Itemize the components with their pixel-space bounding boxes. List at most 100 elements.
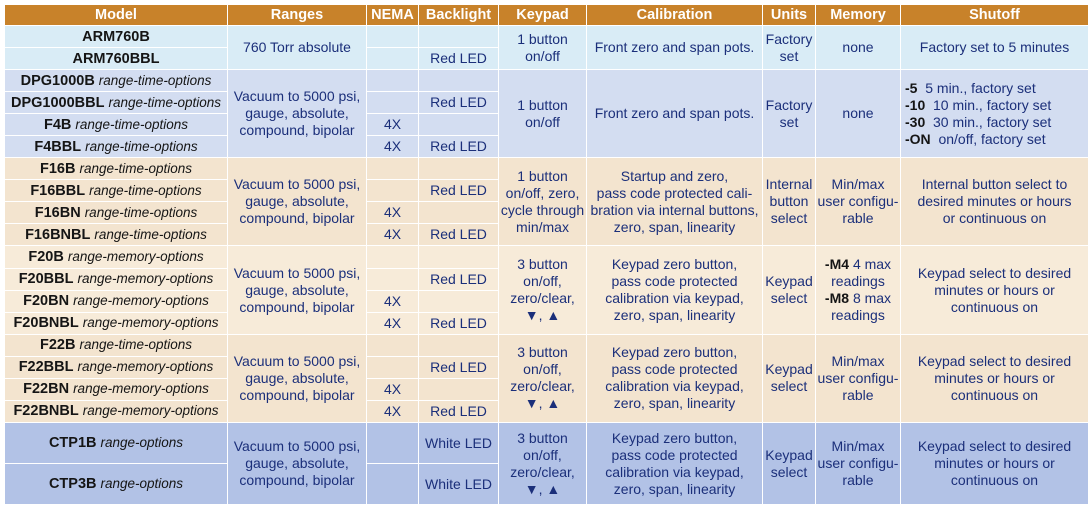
table-row: F22BBL range-memory-options Red LED: [4, 355, 1089, 379]
units-cell: Keypad select: [762, 422, 816, 505]
ranges-cell: Vacuum to 5000 psi, gauge, absolute, compo…: [227, 333, 367, 424]
calibration-cell: Front zero and span pots.: [586, 24, 763, 71]
table-row: CTP3B range-options White LED: [4, 463, 1089, 505]
keypad-cell: 3 button on/off, zero/clear, ▼, ▲: [498, 333, 587, 424]
header-model: Model: [4, 4, 228, 26]
nema-cell: [366, 24, 419, 49]
memory-cell: -M4 4 max readings -M8 8 max readings: [815, 245, 901, 335]
backlight-cell: Red LED: [418, 311, 499, 335]
shutoff-cell: Internal button select to desired minutes…: [900, 157, 1089, 247]
memory-cell: Min/max user configu-rable: [815, 422, 901, 505]
nema-cell: [366, 267, 419, 291]
keypad-cell: 1 button on/off: [498, 24, 587, 71]
ranges-cell: Vacuum to 5000 psi, gauge, absolute, compo…: [227, 157, 367, 247]
nema-cell: [366, 69, 419, 93]
nema-cell: 4X: [366, 135, 419, 159]
units-cell: Internal button select: [762, 157, 816, 247]
model-cell: F22BNBL range-memory-options: [4, 399, 228, 424]
nema-cell: [366, 47, 419, 71]
ranges-cell: Vacuum to 5000 psi, gauge, absolute, compo…: [227, 69, 367, 159]
shutoff-cell: Keypad select to desired minutes or hours…: [900, 245, 1089, 335]
backlight-cell: [418, 245, 499, 269]
memory-cell: none: [815, 24, 901, 71]
units-cell: Factory set: [762, 24, 816, 71]
nema-cell: [366, 245, 419, 269]
model-cell: CTP3B range-options: [4, 463, 228, 505]
keypad-cell: 1 button on/off: [498, 69, 587, 159]
keypad-cell: 1 button on/off, zero, cycle through min/ma…: [498, 157, 587, 247]
header-backlight: Backlight: [418, 4, 499, 26]
keypad-cell: 3 button on/off, zero/clear, ▼, ▲: [498, 422, 587, 505]
model-cell: F4B range-time-options: [4, 113, 228, 137]
model-cell: F20BN range-memory-options: [4, 289, 228, 313]
nema-cell: 4X: [366, 113, 419, 137]
calibration-cell: Startup and zero, pass code protected cal…: [586, 157, 763, 247]
table-row: CTP1B range-options Vacuum to 5000 psi, ga…: [4, 422, 1089, 505]
header-calibration: Calibration: [586, 4, 763, 26]
backlight-cell: White LED: [418, 422, 499, 464]
backlight-cell: Red LED: [418, 135, 499, 159]
table-row: DPG1000BBL range-time-options Red LED: [4, 91, 1089, 115]
model-comparison-table: Model Ranges NEMA Backlight Keypad Calib…: [4, 4, 1089, 505]
header-memory: Memory: [815, 4, 901, 26]
backlight-cell: [418, 24, 499, 49]
shutoff-cell: Keypad select to desired minutes or hours…: [900, 422, 1089, 505]
model-cell: F4BBL range-time-options: [4, 135, 228, 159]
nema-cell: [366, 422, 419, 464]
shutoff-cell: -5 5 min., factory set -10 10 min., fact…: [900, 69, 1089, 159]
model-cell: F16BNBL range-time-options: [4, 223, 228, 247]
model-cell: ARM760B: [4, 24, 228, 49]
nema-cell: 4X: [366, 289, 419, 313]
nema-cell: 4X: [366, 201, 419, 225]
header-keypad: Keypad: [498, 4, 587, 26]
memory-cell: none: [815, 69, 901, 159]
header-shutoff: Shutoff: [900, 4, 1089, 26]
backlight-cell: [418, 333, 499, 357]
table-row: ARM760B 760 Torr absolute 1 button on/off…: [4, 24, 1089, 71]
model-cell: ARM760BBL: [4, 47, 228, 71]
nema-cell: [366, 91, 419, 115]
table-row: F16BN range-time-options 4X: [4, 201, 1089, 225]
backlight-cell: [418, 289, 499, 313]
table-row: DPG1000B range-time-options Vacuum to 500…: [4, 69, 1089, 159]
table-row: F16B range-time-options Vacuum to 5000 ps…: [4, 157, 1089, 247]
nema-cell: [366, 179, 419, 203]
table-row: ARM760BBL Red LED: [4, 47, 1089, 71]
memory-cell: Min/max user configu-rable: [815, 333, 901, 424]
nema-cell: 4X: [366, 223, 419, 247]
calibration-cell: Keypad zero button, pass code protected ca…: [586, 422, 763, 505]
shutoff-cell: Keypad select to desired minutes or hours…: [900, 333, 1089, 424]
backlight-cell: Red LED: [418, 47, 499, 71]
memory-cell: Min/max user configu-rable: [815, 157, 901, 247]
nema-cell: [366, 463, 419, 505]
model-cell: F22B range-time-options: [4, 333, 228, 357]
nema-cell: [366, 355, 419, 379]
header-nema: NEMA: [366, 4, 419, 26]
table-row: F20BN range-memory-options 4X: [4, 289, 1089, 313]
calibration-cell: Keypad zero button, pass code protected ca…: [586, 333, 763, 424]
backlight-cell: Red LED: [418, 399, 499, 424]
backlight-cell: [418, 113, 499, 137]
model-cell: F16B range-time-options: [4, 157, 228, 181]
model-cell: F16BN range-time-options: [4, 201, 228, 225]
nema-cell: [366, 333, 419, 357]
model-cell: F22BBL range-memory-options: [4, 355, 228, 379]
table-row: F22BNBL range-memory-options 4X Red LED: [4, 399, 1089, 424]
units-cell: Factory set: [762, 69, 816, 159]
calibration-cell: Keypad zero button, pass code protected ca…: [586, 245, 763, 335]
backlight-cell: [418, 69, 499, 93]
backlight-cell: [418, 201, 499, 225]
ranges-cell: Vacuum to 5000 psi, gauge, absolute, compo…: [227, 245, 367, 335]
backlight-cell: Red LED: [418, 179, 499, 203]
calibration-cell: Front zero and span pots.: [586, 69, 763, 159]
backlight-cell: [418, 377, 499, 401]
backlight-cell: Red LED: [418, 267, 499, 291]
model-cell: CTP1B range-options: [4, 422, 228, 464]
header-row: Model Ranges NEMA Backlight Keypad Calib…: [4, 4, 1089, 26]
backlight-cell: Red LED: [418, 91, 499, 115]
model-cell: F22BN range-memory-options: [4, 377, 228, 401]
model-cell: F20BBL range-memory-options: [4, 267, 228, 291]
nema-cell: [366, 157, 419, 181]
header-ranges: Ranges: [227, 4, 367, 26]
model-cell: F20B range-memory-options: [4, 245, 228, 269]
